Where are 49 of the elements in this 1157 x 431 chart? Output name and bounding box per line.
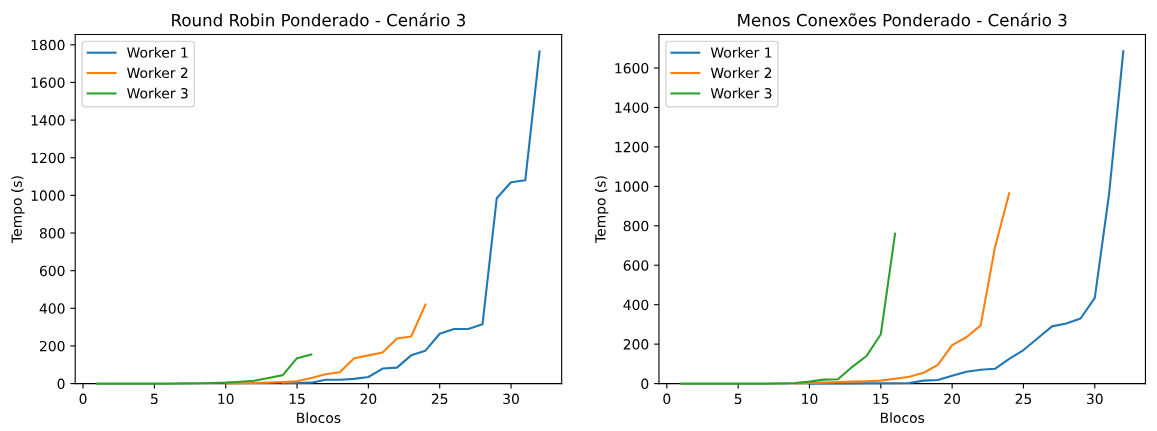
legend-label: Worker 1 (127, 46, 188, 58)
y-tick-label: 1600 (31, 77, 65, 88)
legend-label: Worker 1 (710, 46, 772, 58)
y-tick-label: 0 (641, 378, 649, 390)
y-tick-label: 1400 (31, 115, 65, 126)
y-tick-label: 0 (57, 378, 65, 390)
x-axis-title: Blocos (880, 412, 925, 424)
y-tick-label: 1800 (31, 39, 65, 51)
x-tick-label: 20 (944, 393, 961, 405)
x-tick-label: 15 (873, 393, 889, 405)
y-tick-label: 1600 (615, 62, 649, 74)
y-tick-label: 1000 (31, 190, 65, 201)
line-series (808, 50, 1125, 385)
y-tick-label: 400 (39, 303, 65, 314)
line-series (96, 353, 313, 385)
line-series (281, 50, 541, 385)
y-tick-label: 200 (623, 339, 649, 350)
y-tick-label: 800 (39, 228, 65, 239)
x-tick-label: 30 (503, 393, 519, 405)
y-axis-title: Tempo (s) (11, 176, 25, 244)
y-tick-label: 1400 (615, 102, 649, 113)
x-tick-label: 5 (734, 393, 742, 405)
y-tick-label: 800 (623, 220, 649, 232)
y-tick-label: 200 (39, 340, 65, 352)
legend-label: Worker 2 (710, 67, 772, 79)
y-tick-label: 600 (39, 265, 65, 277)
y-axis-title: Tempo (s) (594, 176, 609, 244)
line-series (680, 232, 897, 385)
chart-title: Round Robin Ponderado - Cenário 3 (172, 12, 466, 27)
x-tick-label: 25 (1015, 393, 1032, 405)
legend-label: Worker 2 (127, 67, 188, 79)
y-tick-label: 400 (623, 299, 649, 311)
x-tick-label: 25 (431, 393, 448, 405)
x-tick-label: 0 (663, 393, 671, 405)
y-tick-label: 1200 (615, 141, 649, 153)
x-tick-label: 15 (289, 393, 305, 405)
x-tick-label: 10 (802, 393, 818, 405)
y-tick-label: 600 (623, 260, 649, 271)
x-tick-label: 30 (1087, 393, 1103, 405)
legend-label: Worker 3 (710, 87, 772, 99)
x-tick-label: 20 (360, 393, 377, 405)
y-tick-label: 1200 (31, 152, 65, 164)
x-tick-label: 5 (151, 393, 158, 405)
chart-title: Menos Conexões Ponderado - Cenário 3 (738, 12, 1067, 27)
legend-label: Worker 3 (127, 87, 188, 99)
x-tick-label: 10 (218, 393, 234, 405)
x-tick-label: 0 (79, 393, 87, 405)
x-axis-title: Blocos (297, 412, 341, 424)
y-tick-label: 1000 (615, 181, 649, 192)
